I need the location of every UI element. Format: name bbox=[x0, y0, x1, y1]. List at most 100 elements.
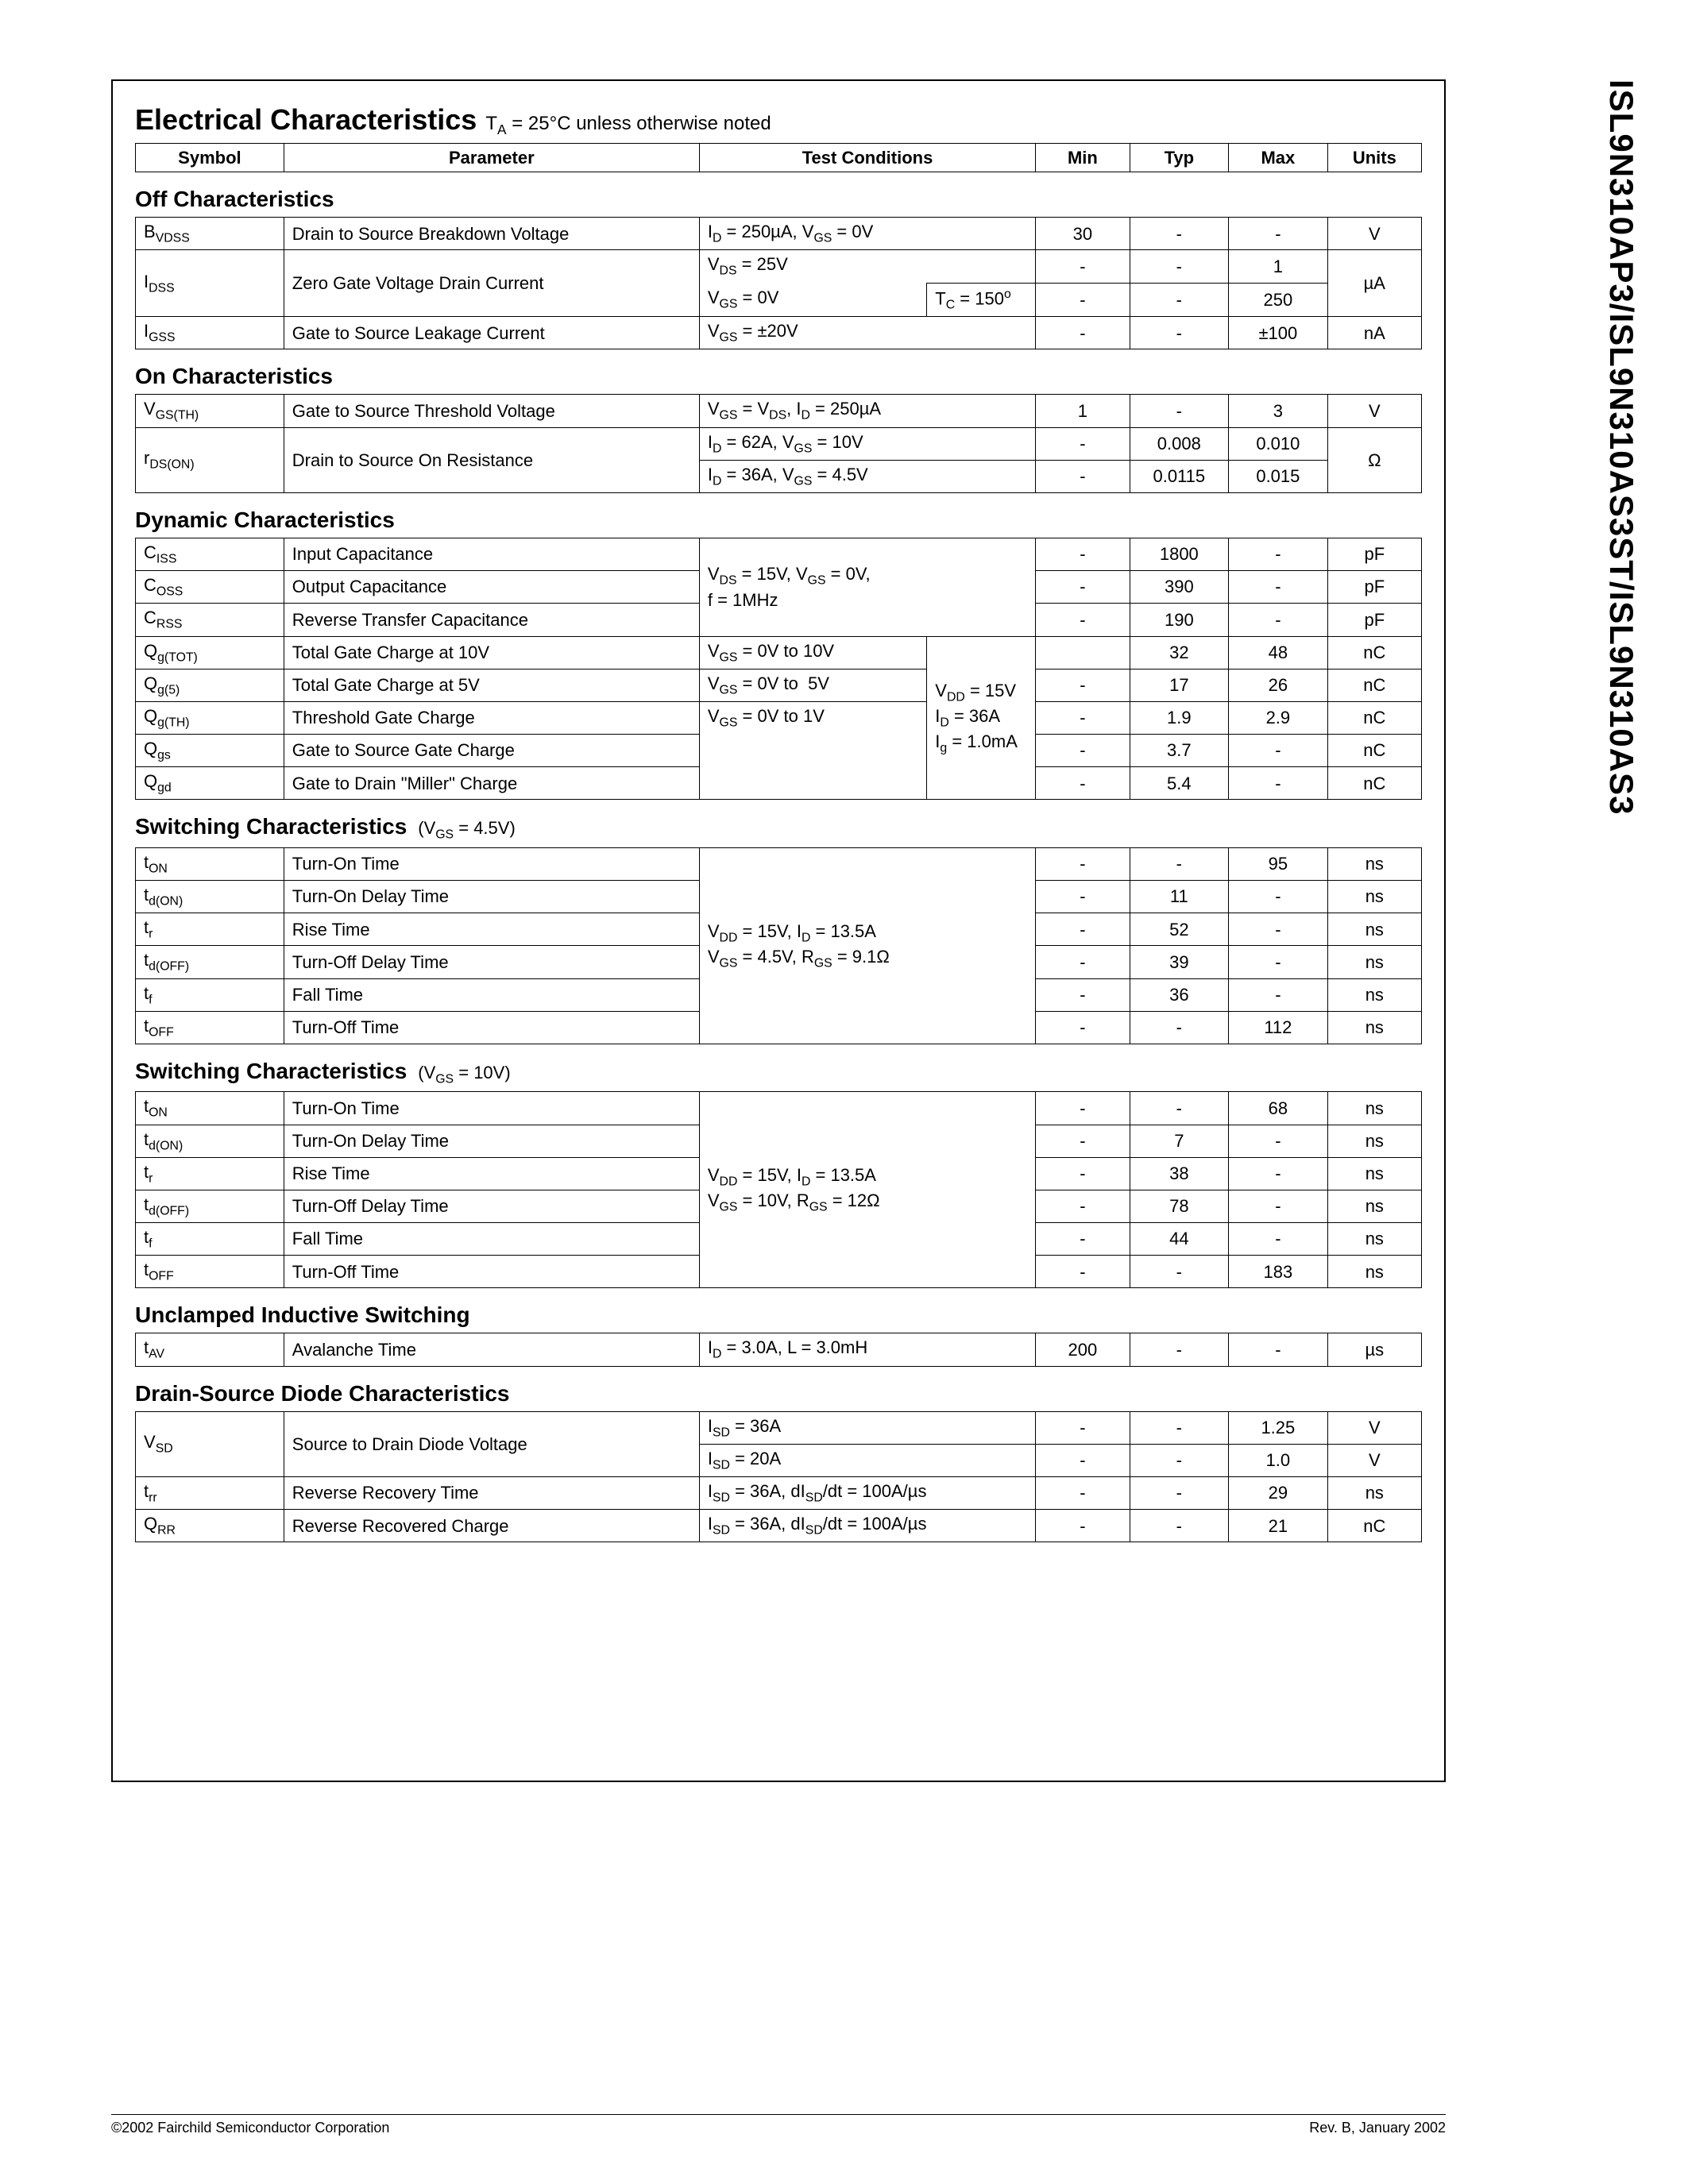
sym: rDS(ON) bbox=[136, 427, 284, 492]
sym: trr bbox=[136, 1477, 284, 1510]
table-row: Qgd Gate to Drain "Miller" Charge - 5.4 … bbox=[136, 767, 1422, 800]
typ: - bbox=[1130, 1477, 1229, 1510]
max: 0.010 bbox=[1229, 427, 1328, 460]
unit: pF bbox=[1327, 538, 1421, 570]
table-row: VGS(TH) Gate to Source Threshold Voltage… bbox=[136, 395, 1422, 427]
unit: ns bbox=[1327, 1125, 1421, 1157]
typ: 3.7 bbox=[1130, 735, 1229, 767]
min bbox=[1036, 636, 1130, 669]
max: 1.0 bbox=[1229, 1444, 1328, 1476]
min: - bbox=[1036, 735, 1130, 767]
param: Threshold Gate Charge bbox=[284, 701, 699, 734]
section-sw45: Switching Characteristics (VGS = 4.5V) bbox=[135, 814, 1422, 842]
param: Fall Time bbox=[284, 1223, 699, 1256]
max: - bbox=[1229, 1190, 1328, 1222]
sym: td(OFF) bbox=[136, 946, 284, 978]
unit: ns bbox=[1327, 1477, 1421, 1510]
min: - bbox=[1036, 250, 1130, 283]
cond: VGS = 0V to 1V bbox=[699, 701, 926, 734]
table-row: VSD Source to Drain Diode Voltage ISD = … bbox=[136, 1411, 1422, 1444]
table-row: tON Turn-On Time VDD = 15V, ID = 13.5AVG… bbox=[136, 847, 1422, 880]
max: - bbox=[1229, 571, 1328, 604]
min: - bbox=[1036, 538, 1130, 570]
typ: - bbox=[1130, 1256, 1229, 1288]
typ: 1800 bbox=[1130, 538, 1229, 570]
cond: ISD = 20A bbox=[699, 1444, 1035, 1476]
heading-cond: (VGS = 10V) bbox=[413, 1063, 511, 1082]
table-row: Qg(TOT) Total Gate Charge at 10V VGS = 0… bbox=[136, 636, 1422, 669]
max: - bbox=[1229, 946, 1328, 978]
min: - bbox=[1036, 701, 1130, 734]
typ: 5.4 bbox=[1130, 767, 1229, 800]
max: - bbox=[1229, 604, 1328, 636]
min: - bbox=[1036, 1125, 1130, 1157]
max: 68 bbox=[1229, 1092, 1328, 1125]
cond: ISD = 36A, dISD/dt = 100A/µs bbox=[699, 1477, 1035, 1510]
param: Reverse Recovery Time bbox=[284, 1477, 699, 1510]
param: Gate to Source Leakage Current bbox=[284, 317, 699, 349]
cond: ID = 36A, VGS = 4.5V bbox=[699, 460, 1035, 492]
table-sw45: tON Turn-On Time VDD = 15V, ID = 13.5AVG… bbox=[135, 847, 1422, 1044]
table-on: VGS(TH) Gate to Source Threshold Voltage… bbox=[135, 394, 1422, 493]
sym: tOFF bbox=[136, 1256, 284, 1288]
typ: 1.9 bbox=[1130, 701, 1229, 734]
max: - bbox=[1229, 881, 1328, 913]
col-conditions: Test Conditions bbox=[699, 143, 1035, 172]
param: Avalanche Time bbox=[284, 1333, 699, 1366]
typ: 36 bbox=[1130, 978, 1229, 1011]
typ: 32 bbox=[1130, 636, 1229, 669]
min: - bbox=[1036, 1444, 1130, 1476]
content-frame: Electrical Characteristics TA = 25°C unl… bbox=[111, 79, 1446, 1782]
param: Turn-Off Delay Time bbox=[284, 1190, 699, 1222]
unit: ns bbox=[1327, 1223, 1421, 1256]
max: - bbox=[1229, 1157, 1328, 1190]
sym: VGS(TH) bbox=[136, 395, 284, 427]
min: - bbox=[1036, 604, 1130, 636]
footer-right: Rev. B, January 2002 bbox=[1309, 2120, 1446, 2136]
unit: nC bbox=[1327, 735, 1421, 767]
min: - bbox=[1036, 1092, 1130, 1125]
param: Turn-On Time bbox=[284, 847, 699, 880]
unit: ns bbox=[1327, 1157, 1421, 1190]
section-dyn: Dynamic Characteristics bbox=[135, 507, 1422, 533]
max: - bbox=[1229, 735, 1328, 767]
sym: td(OFF) bbox=[136, 1190, 284, 1222]
sym: tON bbox=[136, 847, 284, 880]
unit: nC bbox=[1327, 636, 1421, 669]
min: - bbox=[1036, 1157, 1130, 1190]
max: 112 bbox=[1229, 1011, 1328, 1044]
unit: ns bbox=[1327, 847, 1421, 880]
param: Output Capacitance bbox=[284, 571, 699, 604]
sym: COSS bbox=[136, 571, 284, 604]
unit: ns bbox=[1327, 913, 1421, 946]
sym: CRSS bbox=[136, 604, 284, 636]
min: 1 bbox=[1036, 395, 1130, 427]
cond: VGS = 0V to 5V bbox=[699, 669, 926, 701]
col-min: Min bbox=[1036, 143, 1130, 172]
table-row: BVDSS Drain to Source Breakdown Voltage … bbox=[136, 218, 1422, 250]
page-footer: ©2002 Fairchild Semiconductor Corporatio… bbox=[111, 2114, 1446, 2136]
table-row: IGSS Gate to Source Leakage Current VGS … bbox=[136, 317, 1422, 349]
param: Input Capacitance bbox=[284, 538, 699, 570]
param: Total Gate Charge at 10V bbox=[284, 636, 699, 669]
col-parameter: Parameter bbox=[284, 143, 699, 172]
typ: - bbox=[1130, 283, 1229, 317]
min: - bbox=[1036, 767, 1130, 800]
min: - bbox=[1036, 946, 1130, 978]
typ: 11 bbox=[1130, 881, 1229, 913]
typ: 0.008 bbox=[1130, 427, 1229, 460]
typ: - bbox=[1130, 847, 1229, 880]
max: 2.9 bbox=[1229, 701, 1328, 734]
section-uis: Unclamped Inductive Switching bbox=[135, 1302, 1422, 1328]
sym: QRR bbox=[136, 1510, 284, 1542]
typ: 190 bbox=[1130, 604, 1229, 636]
unit: ns bbox=[1327, 1190, 1421, 1222]
max: 183 bbox=[1229, 1256, 1328, 1288]
sym: tr bbox=[136, 913, 284, 946]
typ: 38 bbox=[1130, 1157, 1229, 1190]
param: Turn-On Time bbox=[284, 1092, 699, 1125]
min: - bbox=[1036, 1223, 1130, 1256]
param: Gate to Drain "Miller" Charge bbox=[284, 767, 699, 800]
min: - bbox=[1036, 1510, 1130, 1542]
sym: tOFF bbox=[136, 1011, 284, 1044]
